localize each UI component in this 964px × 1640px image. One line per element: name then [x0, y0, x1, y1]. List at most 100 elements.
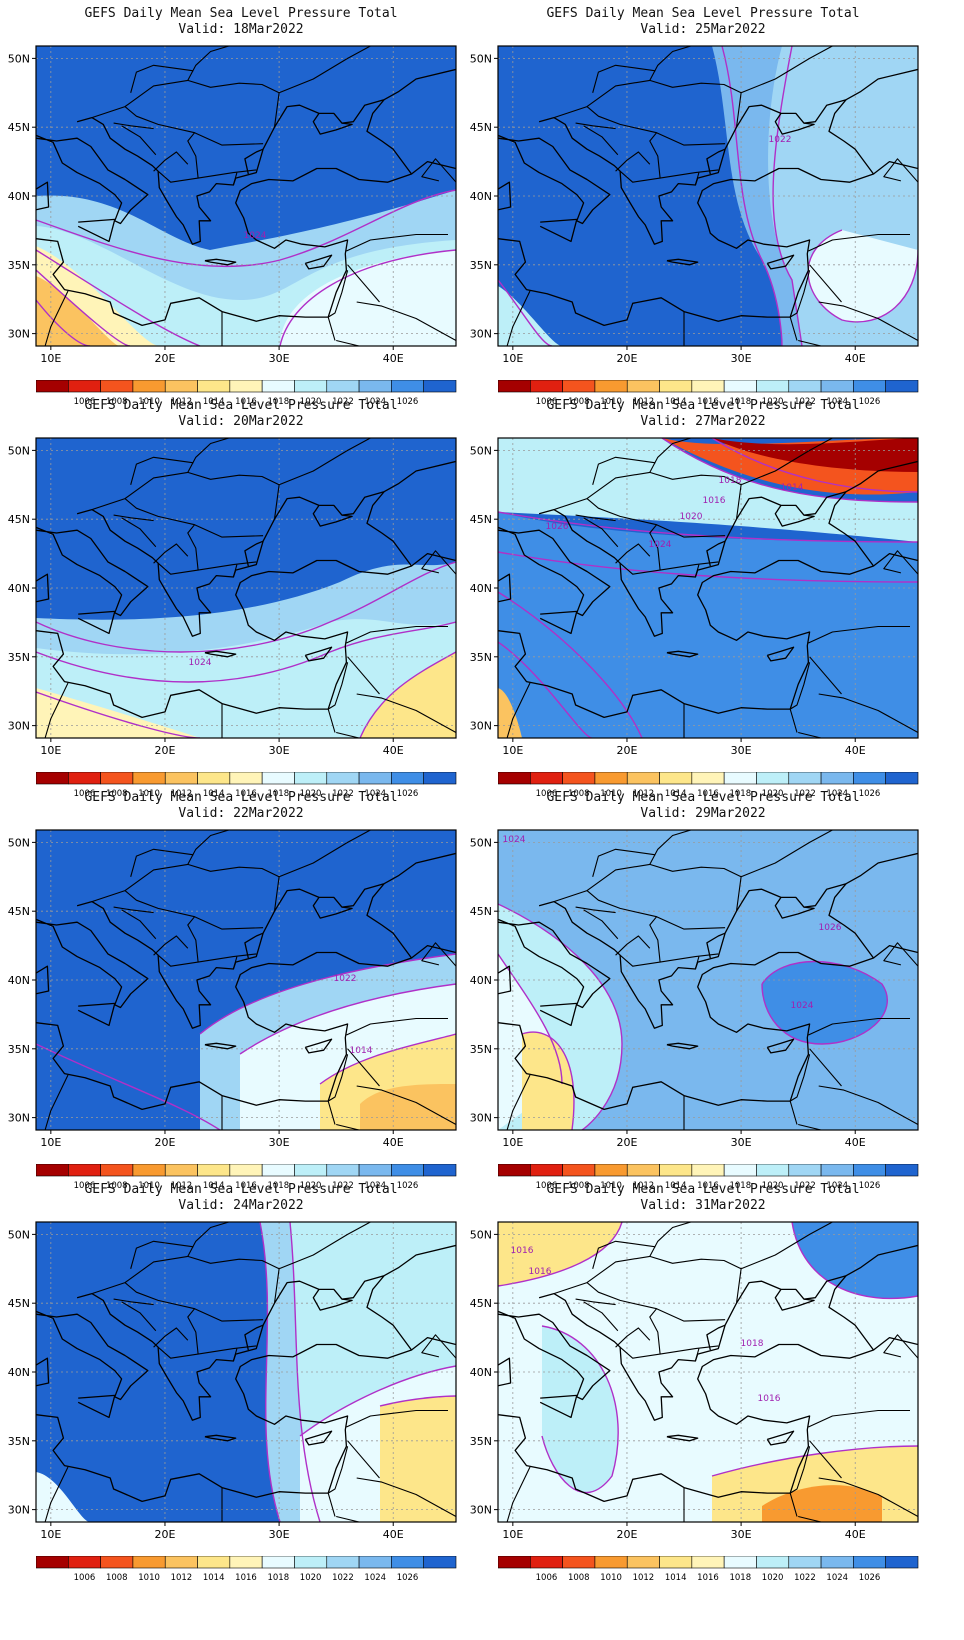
coastline	[36, 573, 50, 603]
color-bar-swatch	[326, 380, 360, 393]
color-bar-label: 1020	[300, 789, 322, 799]
color-bar-swatch	[820, 380, 854, 393]
coastline	[411, 944, 456, 959]
lon-label: 40E	[845, 1136, 866, 1149]
lat-label: 50N	[8, 444, 30, 457]
country-border	[656, 524, 726, 538]
country-border	[113, 122, 154, 130]
color-bar-swatch	[788, 1164, 822, 1177]
map-panel: GEFS Daily Mean Sea Level Pressure Total…	[0, 784, 482, 1194]
lat-label: 50N	[8, 1228, 30, 1241]
country-border	[789, 1446, 811, 1517]
country-border	[346, 625, 448, 644]
country-border	[615, 543, 651, 564]
lat-label: 50N	[8, 52, 30, 65]
color-bar-label: 1020	[300, 397, 322, 407]
country-border	[327, 1054, 349, 1125]
contour-label: 1016	[758, 1394, 781, 1404]
color-bar-swatch	[885, 772, 919, 785]
pressure-fill-band	[762, 1485, 882, 1522]
color-bar-swatch	[594, 772, 628, 785]
country-border	[798, 1123, 822, 1130]
coastline	[706, 148, 726, 175]
coastline	[498, 1310, 611, 1401]
country-border	[356, 301, 456, 341]
pressure-map: 1024 1026 1024 50N 45N 40N 35N 30N 10E 20E 30E 40E	[470, 829, 919, 1149]
country-border	[615, 935, 651, 956]
country-border	[553, 471, 742, 520]
color-bar-swatch	[853, 772, 886, 785]
country-border	[124, 498, 199, 575]
country-border	[694, 1348, 700, 1362]
country-border	[187, 1222, 231, 1257]
color-bar-label: 1008	[106, 1573, 128, 1583]
country-border	[346, 1017, 448, 1036]
country-border	[660, 953, 719, 963]
color-bar-label: 1022	[794, 397, 816, 407]
color-bar-swatch	[562, 1164, 596, 1177]
isobar-line	[36, 189, 456, 268]
map-panel: GEFS Daily Mean Sea Level Pressure Total…	[462, 392, 944, 802]
country-border	[694, 564, 700, 578]
color-bar-swatch	[691, 1164, 725, 1177]
country-border	[506, 1074, 531, 1130]
coastline	[873, 944, 918, 959]
color-bar-swatch	[788, 772, 822, 785]
country-border	[421, 942, 456, 967]
country-border	[153, 935, 189, 956]
color-bar-swatch	[691, 380, 725, 393]
lon-label: 30E	[731, 1528, 752, 1541]
color-bar: 1006 1008 1010 1012 1014 1016 1018 1020 1022 1024…	[36, 1164, 457, 1191]
country-border	[336, 1515, 360, 1522]
color-bar-label: 1024	[826, 397, 848, 407]
color-bar: 1006 1008 1010 1012 1014 1016 1018 1020 1022 1024…	[498, 380, 919, 407]
lat-label: 30N	[470, 328, 492, 341]
coastline	[774, 113, 815, 135]
color-bar-label: 1026	[397, 397, 419, 407]
country-border	[809, 656, 842, 695]
lon-label: 30E	[269, 744, 290, 757]
country-border	[194, 1308, 264, 1322]
isobar-line	[36, 691, 201, 738]
country-border	[421, 1334, 456, 1359]
isobar-line	[498, 551, 918, 583]
coastline	[304, 1038, 333, 1054]
country-border	[660, 561, 719, 571]
country-border	[575, 906, 616, 914]
color-bar-swatch	[358, 380, 392, 393]
coastline	[383, 68, 456, 101]
panel-title: GEFS Daily Mean Sea Level Pressure Total	[546, 398, 860, 413]
color-bar-swatch	[164, 1556, 198, 1569]
color-bar-label: 1008	[106, 1181, 128, 1191]
map-panel: GEFS Daily Mean Sea Level Pressure Total…	[0, 1176, 482, 1586]
color-bar-swatch	[423, 1556, 457, 1569]
coastline	[244, 1324, 264, 1351]
country-border	[278, 438, 371, 486]
contour-label: 1016	[511, 1246, 534, 1256]
panel-title: GEFS Daily Mean Sea Level Pressure Total	[84, 6, 398, 21]
color-bar-label: 1016	[235, 397, 257, 407]
country-border	[592, 64, 656, 93]
isobar-line	[761, 960, 888, 1045]
isobar-line	[289, 1222, 321, 1522]
color-bar-swatch	[756, 1556, 790, 1569]
isobar-line	[498, 279, 553, 346]
isobar-line	[36, 621, 456, 683]
color-bar-swatch	[498, 772, 531, 785]
country-border	[130, 456, 194, 485]
country-border	[346, 1409, 448, 1428]
color-bar-label: 1010	[600, 1573, 622, 1583]
lat-label: 30N	[8, 1504, 30, 1517]
isobar-line	[807, 229, 918, 323]
color-bar-label: 1012	[633, 1181, 655, 1191]
color-bar-label: 1008	[568, 1181, 590, 1191]
color-bar-swatch	[36, 1164, 69, 1177]
color-bar-label: 1010	[138, 1573, 160, 1583]
color-bar-swatch	[820, 1164, 854, 1177]
color-bar-swatch	[132, 772, 166, 785]
color-bar-swatch	[723, 1164, 757, 1177]
coastline	[706, 1324, 726, 1351]
lat-label: 30N	[8, 328, 30, 341]
color-bar-swatch	[164, 772, 198, 785]
country-border	[798, 339, 822, 346]
